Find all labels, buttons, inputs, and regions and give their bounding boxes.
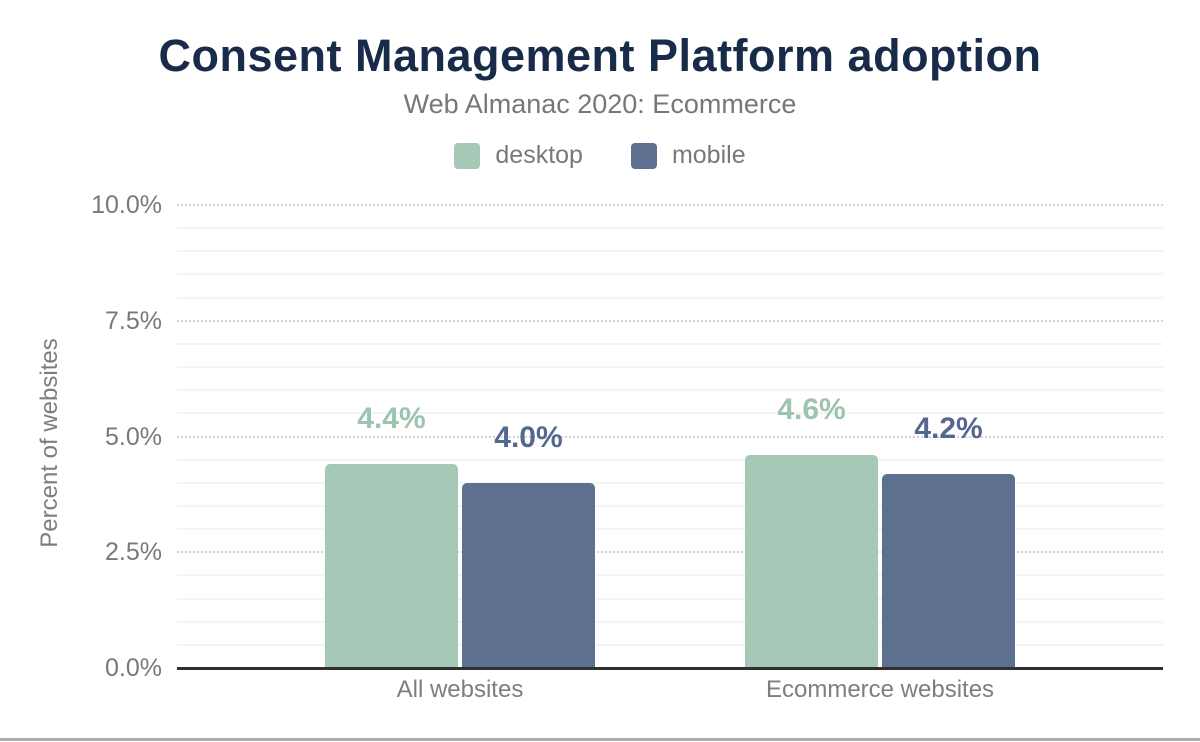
minor-gridline: [177, 597, 1163, 600]
chart-subtitle: Web Almanac 2020: Ecommerce: [403, 89, 797, 119]
major-gridline: [177, 551, 1163, 554]
minor-gridline: [177, 250, 1163, 253]
minor-gridline: [177, 412, 1163, 415]
y-axis-tick-labels: 0.0% 2.5% 5.0% 7.5% 10.0%: [0, 192, 162, 681]
bar-desktop-all-websites: [324, 464, 458, 668]
minor-gridline: [177, 342, 1163, 345]
bar-value-label: 4.2%: [914, 411, 983, 445]
bottom-divider: [0, 738, 1200, 741]
legend-item-mobile: mobile: [630, 141, 746, 170]
y-tick-label: 0.0%: [105, 654, 162, 682]
x-axis-category-labels: All websites Ecommerce websites: [177, 676, 1163, 706]
x-axis-line: [177, 667, 1163, 670]
minor-gridline: [177, 227, 1163, 230]
minor-gridline: [177, 366, 1163, 369]
legend-item-desktop: desktop: [454, 141, 583, 170]
legend-label-desktop: desktop: [495, 141, 583, 169]
y-tick-label: 10.0%: [91, 191, 162, 219]
minor-gridline: [177, 296, 1163, 299]
minor-gridline: [177, 643, 1163, 646]
minor-gridline: [177, 528, 1163, 531]
bar-value-label: 4.0%: [494, 420, 563, 454]
bar-mobile-ecommerce-websites: [882, 473, 1016, 668]
bar-desktop-ecommerce-websites: [745, 455, 879, 668]
minor-gridline: [177, 620, 1163, 623]
y-tick-label: 7.5%: [105, 306, 162, 335]
legend-swatch-mobile: [630, 142, 657, 169]
minor-gridline: [177, 389, 1163, 392]
bar-mobile-all-websites: [461, 482, 595, 668]
minor-gridline: [177, 458, 1163, 461]
minor-gridline: [177, 273, 1163, 276]
minor-gridline: [177, 574, 1163, 577]
major-gridline: [177, 204, 1163, 206]
y-tick-label: 2.5%: [105, 538, 162, 567]
legend: desktop mobile: [0, 141, 1200, 170]
x-category-label: All websites: [396, 676, 524, 703]
major-gridline: [177, 435, 1163, 438]
minor-gridline: [177, 504, 1163, 507]
bar-value-label: 4.4%: [357, 402, 426, 436]
chart-title: Consent Management Platform adoption: [158, 30, 1042, 81]
legend-label-mobile: mobile: [671, 141, 746, 169]
y-tick-label: 5.0%: [105, 422, 162, 451]
minor-gridline: [177, 481, 1163, 484]
bar-value-label: 4.6%: [777, 393, 846, 427]
x-category-label: Ecommerce websites: [765, 676, 995, 703]
major-gridline: [177, 319, 1163, 322]
legend-swatch-desktop: [454, 142, 481, 169]
plot-area: 4.4% 4.0% 4.6% 4.2%: [177, 204, 1163, 670]
